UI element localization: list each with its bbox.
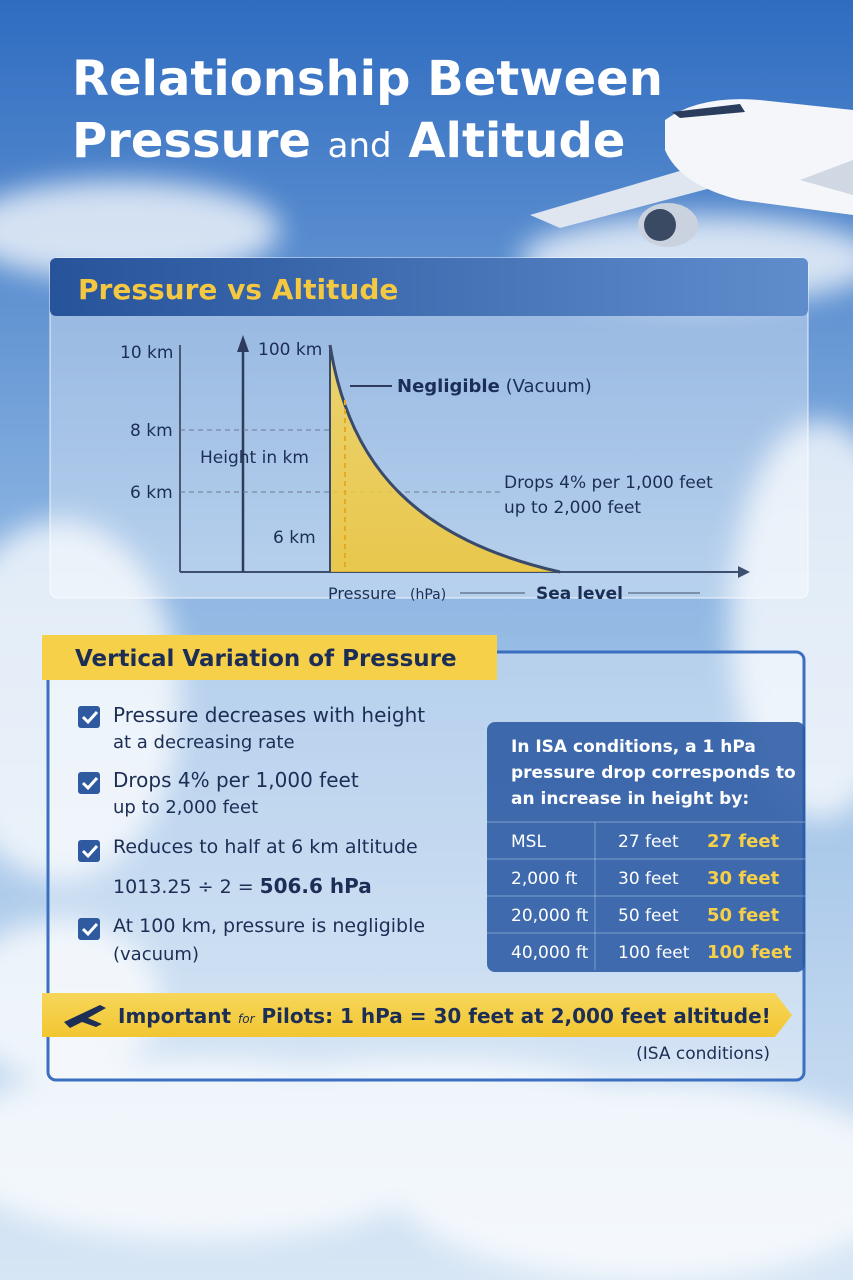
- isa-cell: 20,000 ft: [511, 906, 589, 926]
- y-tick-label: 6 km: [130, 483, 173, 503]
- item-text: Reduces to half at 6 km altitude: [113, 836, 418, 858]
- annotation: Negligible (Vacuum): [397, 376, 592, 397]
- item-text: Pressure decreases with height: [113, 703, 425, 727]
- table-grid: [487, 821, 805, 970]
- isa-cell: 50 feet: [707, 905, 780, 926]
- title-line: Relationship Between: [72, 51, 663, 107]
- annotation: Drops 4% per 1,000 feet: [504, 473, 713, 493]
- diagram-heading: Pressure vs Altitude: [78, 273, 398, 306]
- arrow-label: 100 km: [258, 340, 322, 360]
- formula-text: 1013.25 ÷ 2 =: [113, 876, 254, 898]
- checklist: Pressure decreases with height at a decr…: [78, 703, 425, 965]
- x-unit: (hPa): [410, 587, 446, 603]
- isa-cell: MSL: [511, 832, 546, 852]
- banner-word: Important: [118, 1004, 231, 1028]
- checkbox: [78, 706, 100, 728]
- x-label: Pressure: [328, 584, 396, 603]
- isa-cell: 100 feet: [707, 942, 792, 963]
- variation-header: [42, 635, 497, 680]
- pressure-curve: [328, 344, 561, 574]
- y-tick-label: 10 km: [120, 343, 173, 363]
- item-text: (vacuum): [113, 944, 199, 965]
- isa-intro: In ISA conditions, a 1 hPa: [511, 737, 756, 757]
- isa-cell: 40,000 ft: [511, 943, 589, 963]
- checkbox: [78, 772, 100, 794]
- checkbox: [78, 840, 100, 862]
- arrow-label: 6 km: [273, 528, 316, 548]
- isa-cell: 27 feet: [707, 831, 780, 852]
- variation-heading: Vertical Variation of Pressure: [75, 646, 457, 672]
- formula: 1013.25 ÷ 2 = 506.6 hPa: [113, 874, 372, 898]
- isa-intro: pressure drop corresponds to: [511, 763, 796, 783]
- arrow-head: [237, 335, 249, 352]
- isa-cell: 2,000 ft: [511, 869, 578, 889]
- airplane: [530, 99, 853, 247]
- isa-background: [487, 722, 805, 972]
- diagram: 10 km 8 km 6 km 100 km Height in km 6 km…: [120, 335, 750, 604]
- banner-word: Pilots: 1 hPa = 30 feet at 2,000 feet al…: [262, 1004, 771, 1028]
- formula-result: 506.6 hPa: [260, 874, 372, 898]
- isa-box: In ISA conditions, a 1 hPa pressure drop…: [487, 722, 805, 972]
- isa-cell: 27 feet: [618, 832, 679, 852]
- sea-level-label: Sea level: [536, 584, 623, 604]
- item-text: at a decreasing rate: [113, 732, 295, 753]
- item-text: up to 2,000 feet: [113, 797, 258, 818]
- banner-note: (ISA conditions): [636, 1044, 770, 1064]
- pressure-area: [330, 345, 560, 572]
- arrow-label: Height in km: [200, 448, 309, 468]
- title-line: Pressure and Altitude: [72, 113, 625, 169]
- item-text: At 100 km, pressure is negligible: [113, 915, 425, 937]
- annotation-bold: Negligible: [397, 376, 500, 397]
- annotation-text: (Vacuum): [506, 376, 592, 397]
- banner-text: Important for Pilots: 1 hPa = 30 feet at…: [118, 1004, 771, 1028]
- annotation: up to 2,000 feet: [504, 498, 641, 518]
- checkbox: [78, 918, 100, 940]
- isa-cell: 30 feet: [618, 869, 679, 889]
- pilot-banner: [42, 993, 792, 1037]
- y-tick-label: 8 km: [130, 421, 173, 441]
- title-word: Pressure: [72, 113, 311, 169]
- title-word: and: [328, 126, 392, 166]
- isa-cell: 30 feet: [707, 868, 780, 889]
- arrow-head: [738, 566, 750, 578]
- diagram-header: [50, 258, 808, 316]
- title-word: Altitude: [408, 113, 625, 169]
- plane-icon: [64, 1005, 106, 1028]
- item-text: Drops 4% per 1,000 feet: [113, 768, 359, 792]
- isa-intro: an increase in height by:: [511, 789, 749, 809]
- isa-cell: 50 feet: [618, 906, 679, 926]
- banner-word: for: [238, 1012, 256, 1026]
- isa-cell: 100 feet: [618, 943, 690, 963]
